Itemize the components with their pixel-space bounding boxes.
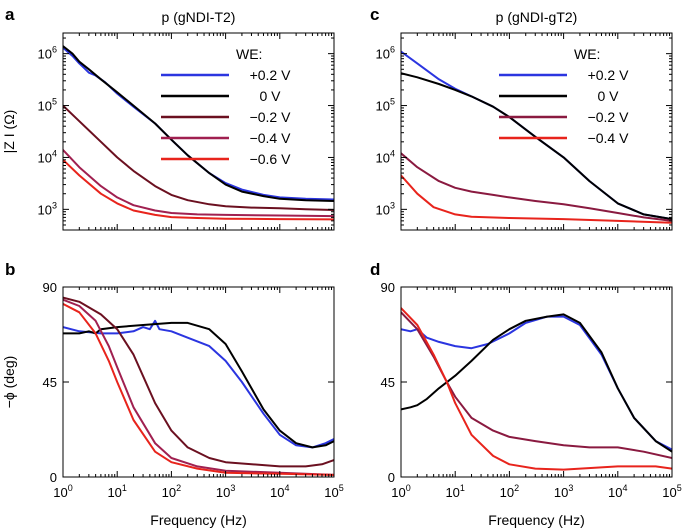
legend-label: −0.4 V: [588, 130, 630, 146]
y-tick-label: 106: [376, 45, 395, 62]
plot-frame-b: [62, 286, 335, 478]
panel-letter-c: c: [370, 5, 379, 24]
panel-title-c: p (gNDI-gT2): [496, 9, 578, 25]
y-tick-label: 105: [376, 97, 395, 114]
series-line-c-3: [401, 174, 672, 224]
series-line-b-0: [63, 319, 334, 449]
legend-label: 0 V: [597, 88, 619, 104]
series-line-b-2: [63, 296, 334, 468]
legend-label: −0.6 V: [250, 151, 292, 167]
series-line-c-2: [401, 152, 672, 222]
panel-b: b 100 101 102 103 104 105 0 45 90 −ϕ (deg) Frequenc…: [1, 260, 344, 528]
x-tick-label: 100: [391, 483, 410, 500]
panel-letter-b: b: [5, 260, 15, 279]
y-tick-label: 0: [50, 470, 57, 485]
legend-label: 0 V: [259, 88, 281, 104]
series-line-a-0: [63, 46, 334, 201]
legend-title: WE:: [574, 46, 600, 62]
x-tick-label: 100: [53, 483, 72, 500]
x-tick-label: 104: [608, 483, 627, 500]
y-tick-label: 45: [381, 375, 395, 390]
series-line-a-1: [63, 45, 334, 202]
series-line-a-3: [63, 148, 334, 218]
y-tick-label: 0: [388, 470, 395, 485]
x-tick-label: 101: [107, 483, 126, 500]
y-tick-label: 106: [38, 45, 57, 62]
x-tick-label: 102: [162, 483, 181, 500]
y-tick-label: 104: [38, 148, 57, 165]
x-tick-label: 104: [270, 483, 289, 500]
legend-label: −0.4 V: [250, 130, 292, 146]
plot-frame-d: [400, 286, 673, 478]
y-axis-label-a: |Z I (Ω): [1, 110, 17, 154]
y-tick-label: 90: [43, 280, 57, 295]
series-line-b-4: [63, 302, 334, 476]
legend-label: +0.2 V: [250, 67, 292, 83]
series-line-d-3: [401, 307, 672, 471]
series-line-a-4: [63, 158, 334, 221]
plot-frame-a: [62, 32, 335, 231]
x-tick-label: 101: [445, 483, 464, 500]
x-axis-label-d: Frequency (Hz): [488, 512, 584, 528]
panel-title-a: p (gNDI-T2): [162, 9, 236, 25]
plot-frame-c: [400, 32, 673, 231]
legend-c: WE: +0.2 V 0 V −0.2 V −0.4 V: [499, 46, 629, 146]
series-line-d-1: [401, 313, 672, 453]
y-tick-label: 90: [381, 280, 395, 295]
y-tick-label: 105: [38, 97, 57, 114]
legend-label: −0.2 V: [588, 109, 630, 125]
series-line-a-2: [63, 104, 334, 211]
legend-title: WE:: [236, 46, 262, 62]
legend-label: +0.2 V: [588, 67, 630, 83]
series-line-d-0: [401, 315, 672, 451]
x-tick-label: 103: [554, 483, 573, 500]
y-tick-label: 104: [376, 148, 395, 165]
series-line-c-0: [401, 50, 672, 221]
x-axis-label-b: Frequency (Hz): [150, 512, 246, 528]
y-tick-label: 103: [376, 200, 395, 217]
legend-label: −0.2 V: [250, 109, 292, 125]
panel-d: d 100 101 102 103 104 105 0 45 90 Frequency (Hz): [370, 260, 682, 528]
panel-a: a p (gNDI-T2) 103 104 105 106 |Z I (Ω) WE: +0.2 …: [1, 5, 335, 231]
x-tick-label: 103: [216, 483, 235, 500]
panel-letter-a: a: [5, 5, 15, 24]
x-tick-label: 102: [500, 483, 519, 500]
legend-a: WE: +0.2 V 0 V −0.2 V −0.4 V −0.6 V: [161, 46, 291, 167]
y-tick-label: 45: [43, 375, 57, 390]
panel-c: c p (gNDI-gT2) 103 104 105 106 WE: +0.2 V 0 V −0.…: [370, 5, 673, 231]
panel-letter-d: d: [370, 260, 380, 279]
x-tick-label: 105: [662, 483, 681, 500]
y-tick-label: 103: [38, 200, 57, 217]
y-axis-label-b: −ϕ (deg): [1, 356, 17, 409]
series-line-b-3: [63, 298, 334, 476]
x-tick-label: 105: [324, 483, 343, 500]
